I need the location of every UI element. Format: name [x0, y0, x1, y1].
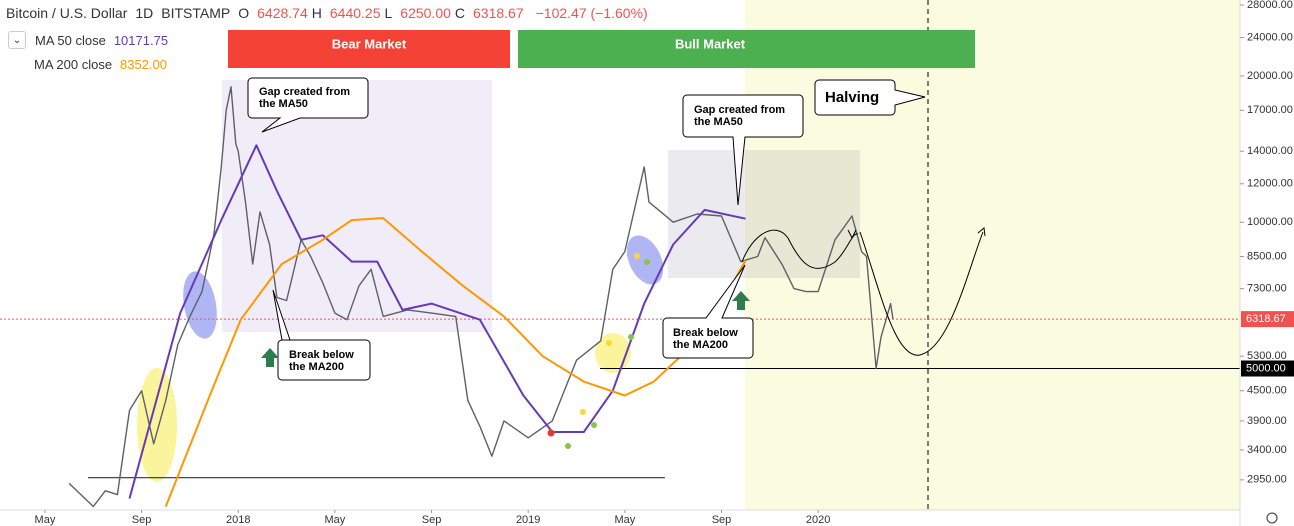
- legend-value: 8352.00: [120, 56, 168, 72]
- x-tick-label: 2020: [806, 514, 830, 526]
- bull-label: Bull Market: [675, 36, 746, 51]
- y-tick-label: 8500.00: [1247, 250, 1287, 262]
- callout-text: Gap created from: [694, 104, 785, 116]
- callout-text: the MA200: [673, 339, 728, 351]
- collapse-button[interactable]: ⌄: [8, 31, 26, 49]
- callout-text: Gap created from: [259, 86, 350, 98]
- ohlc-value: 6318.67: [473, 5, 524, 21]
- callout: [682, 94, 804, 206]
- level-label: 5000.00: [1246, 362, 1286, 374]
- bear-banner: [228, 30, 510, 68]
- signal-dot: [591, 422, 597, 428]
- legend-name: MA 50 close: [35, 32, 106, 48]
- price-line: [68, 86, 894, 508]
- x-tick-label: 2018: [226, 514, 250, 526]
- x-tick-label: May: [35, 514, 56, 526]
- callout: [272, 289, 371, 381]
- exchange: BITSTAMP: [161, 5, 231, 21]
- callout: [814, 79, 926, 116]
- level-tag: [1241, 360, 1294, 377]
- highlight: [137, 368, 177, 482]
- y-tick-label: 7300.00: [1247, 283, 1287, 295]
- y-tick-label: 12000.00: [1247, 178, 1293, 190]
- signal-dot: [644, 259, 650, 265]
- y-tick-label: 3900.00: [1247, 415, 1287, 427]
- projection-head: [847, 229, 857, 240]
- callout: [662, 264, 754, 359]
- ohlc-key: H: [311, 5, 322, 21]
- plot: [0, 86, 1240, 508]
- ohlc-value: 6440.25: [329, 5, 381, 21]
- ma-line: [164, 217, 747, 507]
- ohlc-value: 6428.74: [257, 5, 308, 21]
- ohlc-key: C: [454, 5, 466, 21]
- legend-entry: MA 200 close 8352.00: [8, 52, 168, 76]
- legend-entry: ⌄ MA 50 close 10171.75: [8, 28, 168, 52]
- callout-text: the MA200: [289, 361, 344, 373]
- y-tick-label: 24000.00: [1247, 31, 1293, 43]
- last-price-tag: [1241, 311, 1294, 328]
- signal-dot: [547, 429, 555, 437]
- x-tick-label: Sep: [712, 514, 732, 526]
- y-tick-label: 10000.00: [1247, 216, 1293, 228]
- projection: [741, 229, 859, 269]
- y-tick-label: 20000.00: [1247, 70, 1293, 82]
- last-price-label: 6318.67: [1246, 313, 1286, 325]
- header: Bitcoin / U.S. Dollar 1D BITSTAMP O 6428.74 H…: [6, 5, 656, 21]
- bull-banner: [518, 30, 975, 68]
- bear-label: Bear Market: [332, 36, 407, 51]
- y-tick-label: 2950.00: [1247, 474, 1287, 486]
- x-tick-label: 2019: [516, 514, 540, 526]
- ohlc: O 6428.74 H 6440.25 L 6250.00 C 6318.67: [238, 5, 527, 21]
- signal-dot: [565, 443, 571, 449]
- annotations: Bear Market Bull Market Gap created from…: [228, 30, 986, 449]
- settings-icon[interactable]: [1266, 512, 1278, 524]
- projection: [859, 231, 984, 356]
- halving-label: Halving: [825, 89, 879, 106]
- signal-dot: [580, 409, 586, 415]
- projection-head: [977, 227, 986, 237]
- ohlc-key: L: [384, 5, 393, 21]
- y-tick-label: 4500.00: [1247, 385, 1287, 397]
- legend-name: MA 200 close: [34, 56, 113, 72]
- y-tick-label: 14000.00: [1247, 145, 1293, 157]
- up-arrow: [732, 291, 750, 310]
- callout: [247, 77, 369, 133]
- legend: ⌄ MA 50 close 10171.75 MA 200 close 8352.00: [8, 28, 168, 76]
- callout-text: the MA50: [259, 98, 308, 110]
- y-tick-label: 17000.00: [1247, 104, 1293, 116]
- y-tick-label: 3400.00: [1247, 444, 1287, 456]
- x-tick-label: May: [324, 514, 345, 526]
- signal-dot: [628, 334, 634, 340]
- y-tick-label: 5300.00: [1247, 350, 1287, 362]
- signal-dot: [634, 253, 640, 259]
- x-tick-label: Sep: [422, 514, 442, 526]
- callout-text: Break below: [673, 327, 738, 339]
- ma-line: [128, 144, 746, 499]
- up-arrow: [261, 348, 279, 367]
- symbol: Bitcoin / U.S. Dollar: [6, 5, 128, 21]
- x-tick-label: Sep: [132, 514, 152, 526]
- callout-text: Break below: [289, 349, 354, 361]
- ohlc-key: O: [238, 5, 250, 21]
- signal-dot: [606, 340, 612, 346]
- price-axis-bg: [1240, 0, 1294, 526]
- legend-value: 10171.75: [113, 32, 169, 48]
- interval: 1D: [135, 5, 154, 21]
- callout-text: the MA50: [694, 116, 743, 128]
- y-tick-label: 28000.00: [1247, 0, 1293, 11]
- ohlc-value: 6250.00: [400, 5, 451, 21]
- x-tick-label: May: [614, 514, 635, 526]
- change: −102.47 (−1.60%): [535, 5, 648, 21]
